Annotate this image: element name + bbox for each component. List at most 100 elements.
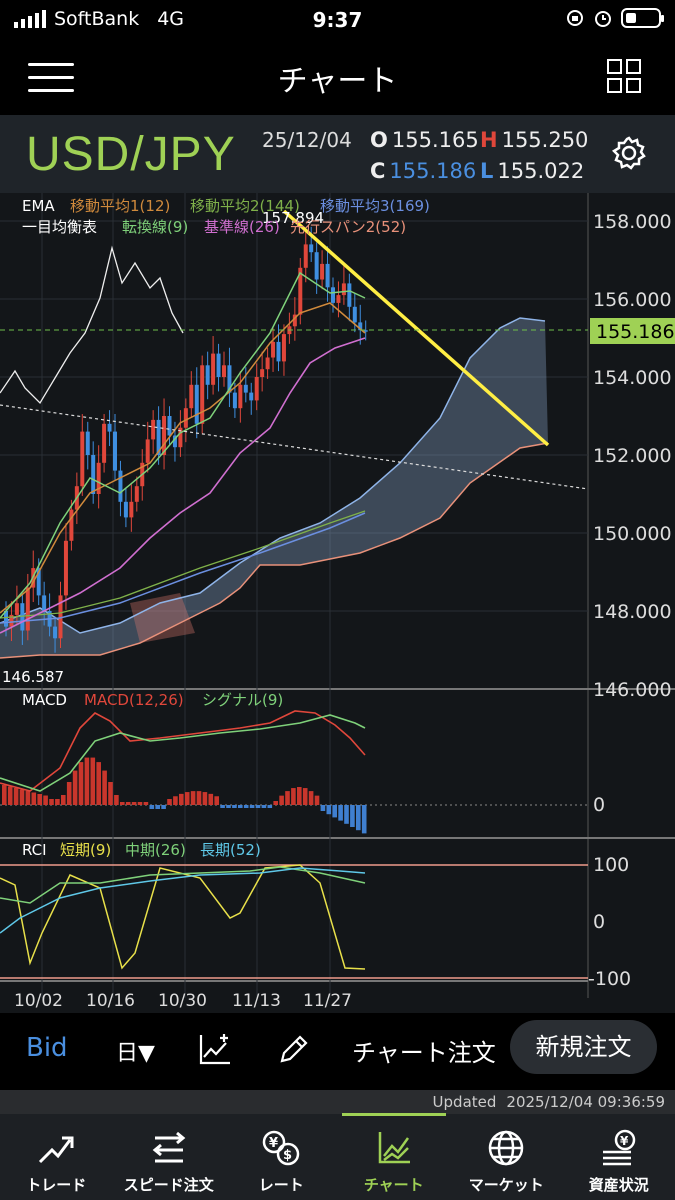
candle-body (292, 314, 297, 327)
tab-trade[interactable]: トレード (0, 1114, 113, 1200)
candle-body (113, 431, 117, 471)
macd-bar (285, 791, 290, 805)
macd-bar (25, 791, 31, 805)
rci-legend-mid: 中期(26) (125, 841, 186, 859)
price-tick: 146.000 (593, 679, 672, 701)
clock: 9:37 (312, 8, 363, 32)
macd-bar (13, 788, 19, 805)
legend-ma2: 移動平均2(144) (190, 197, 300, 215)
macd-bar (314, 795, 320, 805)
candle-body (265, 357, 270, 370)
status-left: SoftBank 4G (14, 8, 184, 30)
tab-rate[interactable]: ¥ $ レート (225, 1114, 338, 1200)
rci-mid-line (0, 866, 366, 904)
macd-bar (61, 795, 66, 805)
chart-area[interactable]: 158.000 156.000 154.000 152.000 150.000 … (0, 193, 675, 1013)
updated-timestamp: 2025/12/04 09:36:59 (506, 1093, 665, 1111)
tab-chart[interactable]: チャート (338, 1113, 451, 1200)
gear-icon[interactable] (611, 135, 647, 171)
candle-body (238, 384, 243, 409)
ma3-line (0, 512, 366, 624)
candle-body (123, 501, 128, 518)
tab-market[interactable]: マーケット (450, 1114, 563, 1200)
macd-bar (143, 802, 149, 805)
legend-tenkan: 転換線(9) (122, 218, 188, 236)
price-tick: 154.000 (593, 367, 672, 389)
legend-span2: 先行スパン2(52) (290, 218, 406, 236)
ma1-line (0, 302, 366, 614)
candle-body (53, 626, 58, 639)
candle-body (254, 377, 259, 401)
new-order-button[interactable]: 新規注文 (510, 1020, 657, 1074)
yellow-trendline[interactable] (282, 209, 550, 447)
candle-body (243, 384, 248, 393)
tab-speed-order[interactable]: スピード注文 (113, 1114, 226, 1200)
assets-icon: ¥ (602, 1129, 635, 1166)
close-label: C (370, 159, 386, 183)
rci-axis-0: 0 (593, 911, 605, 933)
high-value: 155.250 (501, 128, 589, 152)
macd-axis-zero: 0 (593, 794, 605, 816)
quote-open: O 155.165 (370, 128, 479, 152)
tab-label: マーケット (468, 1176, 544, 1194)
macd-bar (120, 802, 125, 805)
rci-title: RCI (22, 841, 47, 859)
tab-assets[interactable]: ¥ 資産状況 (563, 1114, 675, 1200)
candle-body (167, 416, 172, 436)
candle-body (303, 244, 308, 268)
grid-layout-icon[interactable] (607, 59, 641, 93)
macd-bar (344, 805, 349, 824)
candle-body (162, 416, 167, 455)
macd-bar (196, 791, 202, 805)
macd-bar (320, 805, 326, 811)
open-value: 155.165 (391, 128, 479, 152)
x-tick: 11/13 (232, 991, 281, 1011)
ichimoku-cloud-red (130, 593, 195, 643)
span-b-line (0, 442, 549, 659)
price-chart[interactable]: 158.000 156.000 154.000 152.000 150.000 … (0, 193, 675, 1013)
candle-body (91, 455, 96, 494)
quote-low: L 155.022 (480, 159, 584, 183)
candle-body (58, 595, 63, 639)
candle-body (232, 392, 237, 409)
hamburger-menu-icon[interactable] (28, 63, 74, 93)
macd-bar (356, 805, 361, 831)
svg-text:¥: ¥ (269, 1136, 278, 1151)
candle-body (314, 252, 319, 280)
macd-histogram (2, 757, 367, 834)
candle-body (102, 423, 107, 463)
candle-body (341, 283, 346, 296)
candle-body (134, 486, 139, 502)
macd-bar (66, 782, 72, 805)
macd-bar (137, 802, 143, 805)
rci-long-line (0, 867, 366, 934)
svg-text:$: $ (283, 1148, 292, 1163)
macd-bar (208, 793, 214, 805)
low-marker: 146.587 (2, 668, 64, 686)
candle-body (260, 369, 265, 377)
macd-bar (7, 786, 13, 805)
macd-bar (167, 799, 172, 805)
macd-bar (155, 805, 160, 809)
updated-label: Updated (432, 1093, 497, 1111)
rci-legend-short: 短期(9) (60, 841, 111, 859)
candle-body (200, 365, 205, 424)
candle-body (63, 540, 68, 596)
pencil-icon[interactable] (276, 1031, 310, 1067)
tab-label: チャート (363, 1176, 424, 1194)
current-price-badge (590, 318, 675, 344)
tenkan-line (0, 271, 366, 619)
price-tick: 152.000 (593, 445, 672, 467)
macd-bar (161, 805, 166, 809)
period-select[interactable]: 日▼ (116, 1041, 155, 1066)
candle-body (194, 384, 199, 424)
currency-pair[interactable]: USD/JPY (26, 128, 236, 181)
x-tick: 11/27 (303, 991, 352, 1011)
chart-order-button[interactable]: チャート注文 (352, 1039, 496, 1067)
dashed-trendline[interactable] (0, 404, 589, 490)
candle-body (227, 365, 232, 393)
candle-body (178, 427, 183, 448)
bid-ask-toggle[interactable]: Bid (26, 1033, 68, 1063)
candle-body (96, 462, 101, 494)
add-indicator-icon[interactable] (198, 1031, 232, 1067)
